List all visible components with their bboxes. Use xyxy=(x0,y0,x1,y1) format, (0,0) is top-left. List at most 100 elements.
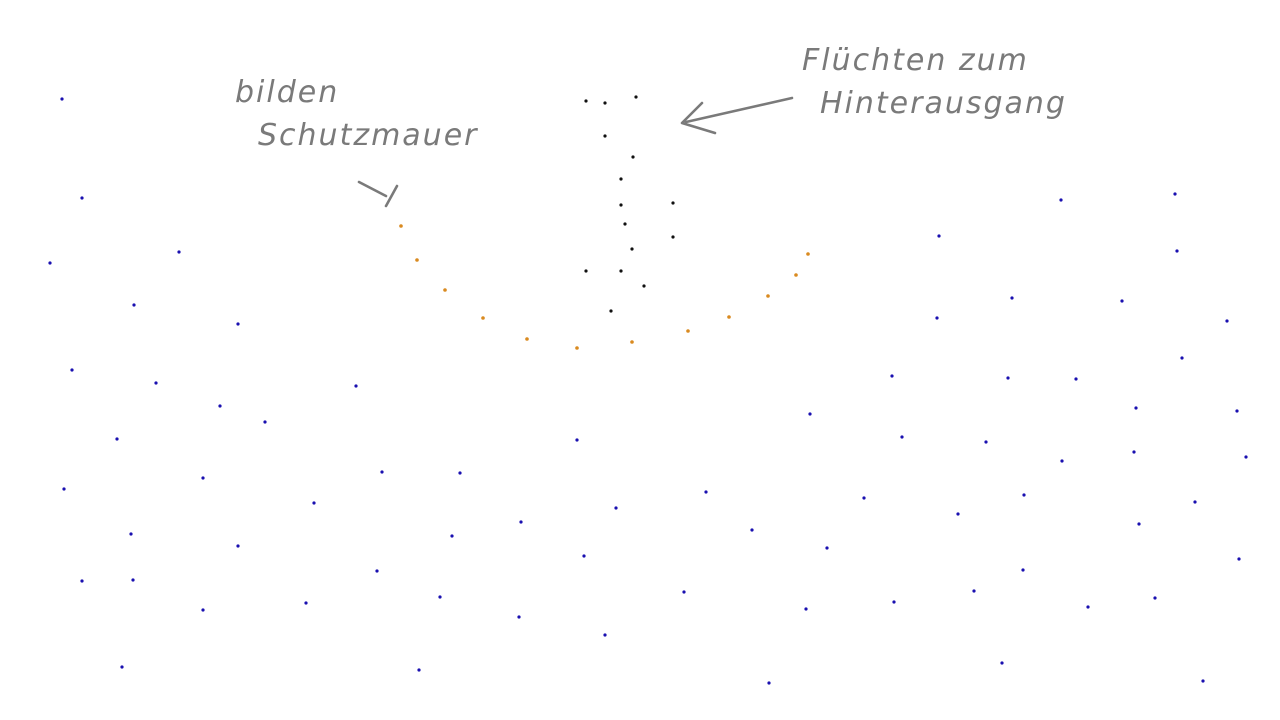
crowd-dot xyxy=(154,381,158,385)
crowd-dot xyxy=(614,506,618,510)
crowd-dot xyxy=(890,374,894,378)
crowd-dot xyxy=(201,476,205,480)
crowd-dot xyxy=(935,316,939,320)
crowd-dot xyxy=(70,368,74,372)
crowd-dot xyxy=(438,595,442,599)
crowd-dot xyxy=(60,97,64,101)
fleeing-dot xyxy=(619,269,623,273)
crowd-dot xyxy=(1201,679,1205,683)
crowd-dot xyxy=(131,578,135,582)
crowd-dot xyxy=(1237,557,1241,561)
crowd-dot xyxy=(1022,493,1026,497)
crowd-dot xyxy=(129,532,133,536)
annotation-left: bilden Schutzmauer xyxy=(235,75,479,208)
crowd-dot xyxy=(900,435,904,439)
crowd-dot xyxy=(1086,605,1090,609)
wall-dot xyxy=(399,224,403,228)
crowd-dot xyxy=(804,607,808,611)
crowd-dot xyxy=(354,384,358,388)
crowd-dot xyxy=(603,633,607,637)
wall-dot xyxy=(806,252,810,256)
arrow-left-icon xyxy=(357,180,399,208)
fleeing-dot xyxy=(671,201,675,205)
annotation-right-line1: Flüchten zum xyxy=(802,43,1029,78)
crowd-dot xyxy=(417,668,421,672)
annotation-left-line1: bilden xyxy=(235,75,339,110)
crowd-dot xyxy=(767,681,771,685)
crowd-dot xyxy=(1060,459,1064,463)
crowd-dot xyxy=(582,554,586,558)
fleeing-dot xyxy=(609,309,613,313)
crowd-dot xyxy=(177,250,181,254)
wall-dot xyxy=(766,294,770,298)
fleeing-dot xyxy=(634,95,638,99)
crowd-dot xyxy=(704,490,708,494)
arrow-right-icon xyxy=(680,96,794,135)
crowd-dot xyxy=(984,440,988,444)
crowd-dot xyxy=(48,261,52,265)
crowd-dot xyxy=(1225,319,1229,323)
crowd-dot xyxy=(80,579,84,583)
crowd-dot xyxy=(1193,500,1197,504)
crowd-dot xyxy=(1244,455,1248,459)
crowd-dot xyxy=(115,437,119,441)
crowd-dot xyxy=(1010,296,1014,300)
wall-dot xyxy=(525,337,529,341)
crowd-dot xyxy=(575,438,579,442)
crowd-dot xyxy=(808,412,812,416)
fleeing-dots xyxy=(584,95,675,313)
crowd-dot xyxy=(218,404,222,408)
crowd-dot xyxy=(1120,299,1124,303)
fleeing-dot xyxy=(603,101,607,105)
crowd-dot xyxy=(380,470,384,474)
crowd-dot xyxy=(1175,249,1179,253)
crowd-dot xyxy=(236,322,240,326)
crowd-dot xyxy=(375,569,379,573)
annotation-right-line2: Hinterausgang xyxy=(820,86,1067,121)
crowd-dot xyxy=(458,471,462,475)
crowd-dot xyxy=(892,600,896,604)
crowd-dot xyxy=(517,615,521,619)
wall-dot xyxy=(481,316,485,320)
protective-wall-dots xyxy=(399,224,810,350)
crowd-dot xyxy=(937,234,941,238)
crowd-dot xyxy=(1132,450,1136,454)
crowd-dot xyxy=(263,420,267,424)
wall-dot xyxy=(575,346,579,350)
crowd-dot xyxy=(1173,192,1177,196)
fleeing-dot xyxy=(671,235,675,239)
fleeing-dot xyxy=(603,134,607,138)
crowd-dot xyxy=(120,665,124,669)
crowd-dot xyxy=(1059,198,1063,202)
fleeing-dot xyxy=(619,203,623,207)
crowd-dot xyxy=(972,589,976,593)
crowd-dot xyxy=(1235,409,1239,413)
crowd-dot xyxy=(132,303,136,307)
fleeing-dot xyxy=(584,269,588,273)
annotation-right: Flüchten zum Hinterausgang xyxy=(680,43,1067,135)
crowd-dot xyxy=(1134,406,1138,410)
crowd-dot xyxy=(519,520,523,524)
crowd-dot xyxy=(80,196,84,200)
annotation-left-line2: Schutzmauer xyxy=(258,118,479,153)
fleeing-dot xyxy=(619,177,623,181)
fleeing-dot xyxy=(623,222,627,226)
crowd-dot xyxy=(62,487,66,491)
crowd-dot xyxy=(201,608,205,612)
crowd-dot xyxy=(1074,377,1078,381)
wall-dot xyxy=(794,273,798,277)
fleeing-dot xyxy=(630,247,634,251)
crowd-dot xyxy=(1021,568,1025,572)
crowd-dot xyxy=(825,546,829,550)
crowd-dot xyxy=(1180,356,1184,360)
fleeing-dot xyxy=(642,284,646,288)
crowd-dots xyxy=(48,97,1248,685)
crowd-dot xyxy=(1137,522,1141,526)
wall-dot xyxy=(727,315,731,319)
crowd-dot xyxy=(1000,661,1004,665)
crowd-dot xyxy=(1153,596,1157,600)
wall-dot xyxy=(630,340,634,344)
crowd-dot xyxy=(956,512,960,516)
wall-dot xyxy=(415,258,419,262)
